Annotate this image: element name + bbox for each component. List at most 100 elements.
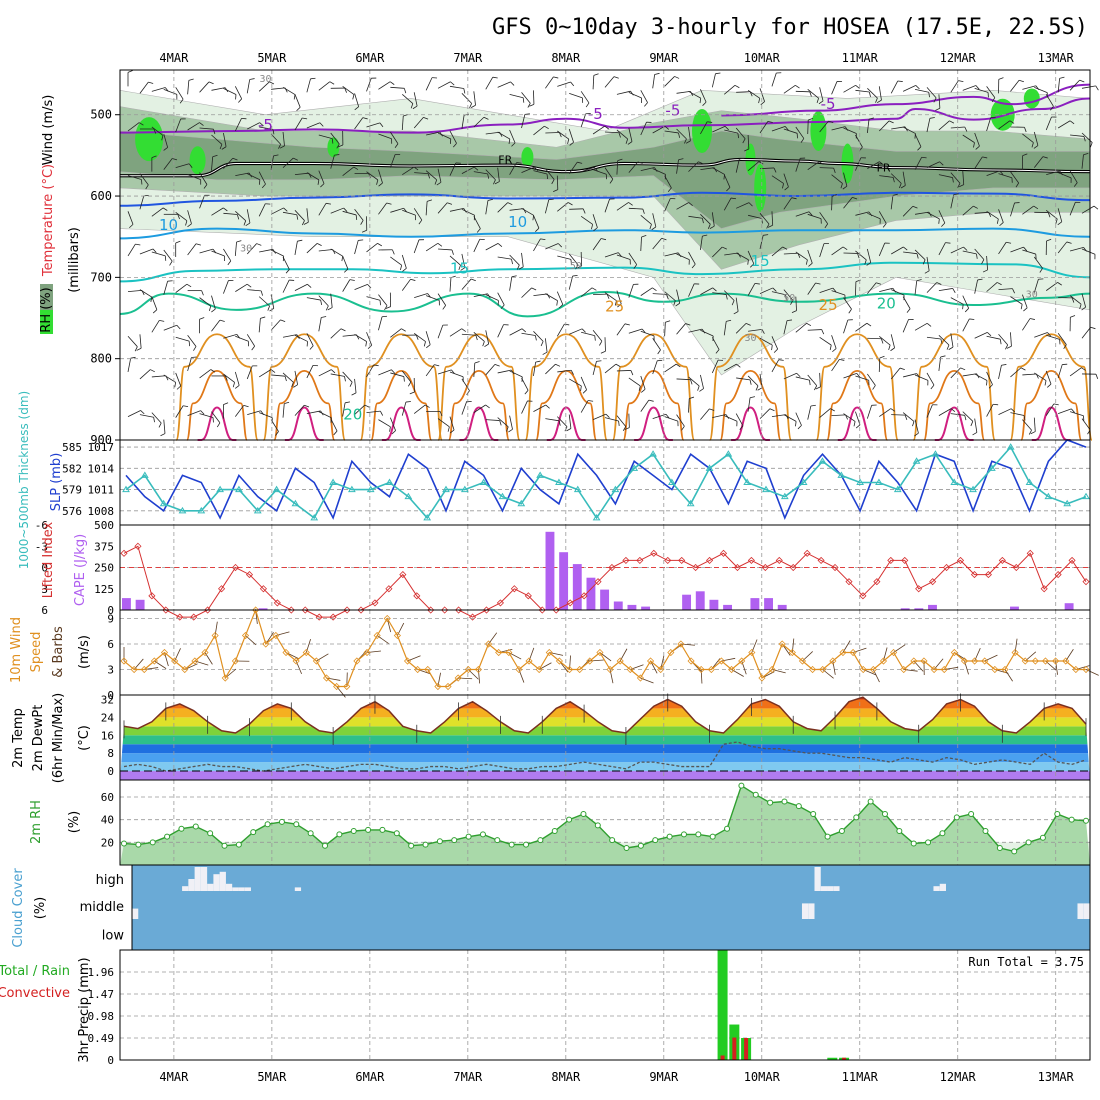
lifted-index-marker bbox=[510, 585, 518, 593]
wind-barb-flag bbox=[640, 388, 646, 393]
wind-speed-marker bbox=[647, 657, 655, 665]
cloud-panel-bg bbox=[132, 865, 1090, 950]
wind-barb bbox=[962, 250, 977, 255]
wind-barb bbox=[700, 89, 707, 103]
wind-barb-flag bbox=[709, 225, 715, 229]
wind-barb bbox=[282, 211, 297, 216]
wind-barb bbox=[497, 369, 512, 374]
wind-tick-label: 6 bbox=[107, 638, 114, 651]
wind-barb-flag bbox=[690, 379, 693, 385]
wind-barb-flag bbox=[657, 349, 661, 355]
wind-barb-flag bbox=[175, 240, 181, 244]
chart-title: GFS 0~10day 3-hourly for HOSEA (17.5E, 2… bbox=[492, 15, 1088, 40]
wind-barb bbox=[640, 236, 642, 251]
wind-barb-flag bbox=[185, 220, 188, 226]
wind-speed-marker bbox=[890, 648, 898, 657]
wind-barb bbox=[783, 84, 796, 94]
wind-barb bbox=[414, 172, 429, 175]
wind-barb bbox=[1081, 85, 1096, 89]
wind-barb bbox=[950, 246, 964, 254]
wind-barb bbox=[223, 157, 234, 169]
wind-barb-flag bbox=[409, 391, 415, 395]
minmax-axis-label: (6hr Min/Max) bbox=[51, 693, 66, 783]
wind-barb-flag bbox=[715, 349, 720, 354]
wind-speed-marker bbox=[434, 682, 442, 691]
wind-barb bbox=[294, 334, 308, 342]
wind-barb bbox=[461, 378, 470, 391]
wind-barb bbox=[926, 87, 937, 99]
wind-barb bbox=[378, 294, 388, 306]
wind-barb-flag bbox=[540, 238, 546, 240]
series-marker bbox=[178, 506, 187, 514]
wind-barb-flag bbox=[758, 98, 761, 104]
wind-barb-flag bbox=[521, 328, 527, 333]
series-marker bbox=[498, 492, 507, 500]
wind-barb-flag bbox=[581, 328, 586, 333]
wind-barb bbox=[306, 410, 321, 414]
wind-barb-flag bbox=[791, 310, 797, 314]
wind-barb-flag bbox=[959, 184, 964, 188]
wind-barb-flag bbox=[1006, 345, 1012, 349]
wind-barb-flag bbox=[354, 106, 359, 111]
wind-barb-flag bbox=[737, 133, 740, 139]
lifted-index-marker bbox=[887, 556, 895, 564]
wind-barb bbox=[294, 172, 309, 176]
wind-barb-flag bbox=[952, 288, 956, 293]
wind-barb-flag bbox=[676, 363, 681, 368]
wind-barb-flag bbox=[782, 183, 784, 189]
cloud-cell bbox=[808, 903, 815, 919]
wind-barb bbox=[998, 242, 1007, 255]
wind-barb bbox=[294, 241, 298, 256]
wind-barb bbox=[1010, 296, 1023, 305]
rh-marker bbox=[896, 828, 903, 834]
wind-barb bbox=[187, 210, 192, 224]
wind-barb bbox=[628, 91, 642, 99]
lifted-index-marker bbox=[719, 549, 728, 557]
wind-barb-flag bbox=[953, 193, 959, 196]
series-marker bbox=[667, 478, 676, 485]
temp-unit-label: (°C) bbox=[77, 725, 92, 751]
wind-speed-marker bbox=[1062, 657, 1070, 665]
wind-barb-flag bbox=[742, 138, 746, 144]
wind-barb-flag bbox=[864, 259, 867, 265]
lifted-index-marker bbox=[1068, 556, 1076, 564]
wind-barb-flag bbox=[596, 360, 602, 362]
wind-barb-flag bbox=[546, 173, 549, 180]
panel-frame bbox=[119, 609, 1091, 696]
wind-barb bbox=[724, 415, 738, 422]
wind-barb bbox=[282, 86, 296, 95]
wind-barb-flag bbox=[436, 182, 442, 186]
rh-high-blob bbox=[754, 163, 767, 212]
wind-speed-marker bbox=[1041, 657, 1050, 665]
wind-barb-flag bbox=[345, 401, 351, 404]
rh-marker bbox=[566, 816, 573, 823]
wind-barb-flag bbox=[169, 260, 173, 266]
wind-barb-flag bbox=[726, 187, 731, 192]
wind-barb bbox=[998, 209, 1004, 223]
series-marker bbox=[630, 464, 639, 471]
wind-barb bbox=[258, 171, 266, 185]
wind-barb bbox=[342, 334, 357, 337]
wind-barb-flag bbox=[1053, 403, 1059, 406]
wind-barb bbox=[783, 252, 798, 255]
wind-barb bbox=[914, 249, 926, 260]
lifted-index-marker bbox=[162, 606, 170, 614]
cloud-cell bbox=[294, 887, 302, 891]
wind-barb-flag bbox=[808, 117, 814, 121]
rh-marker bbox=[494, 837, 501, 844]
wind-barb bbox=[366, 171, 379, 181]
series-marker bbox=[159, 499, 168, 507]
rh-marker bbox=[178, 825, 185, 832]
rh-high-blob bbox=[327, 137, 340, 158]
rh-marker bbox=[666, 833, 673, 840]
wind-barb-flag bbox=[403, 88, 407, 94]
lifted-index-marker bbox=[984, 571, 992, 579]
wind-barb-flag bbox=[558, 132, 562, 138]
rh-marker bbox=[982, 828, 989, 834]
series-line bbox=[125, 445, 1087, 520]
wind-barb-flag bbox=[761, 329, 765, 334]
wind-barb-flag bbox=[284, 376, 287, 382]
wind-barb bbox=[497, 324, 504, 338]
wind-barb-flag bbox=[1071, 297, 1075, 303]
wind-barb-flag bbox=[331, 138, 334, 144]
